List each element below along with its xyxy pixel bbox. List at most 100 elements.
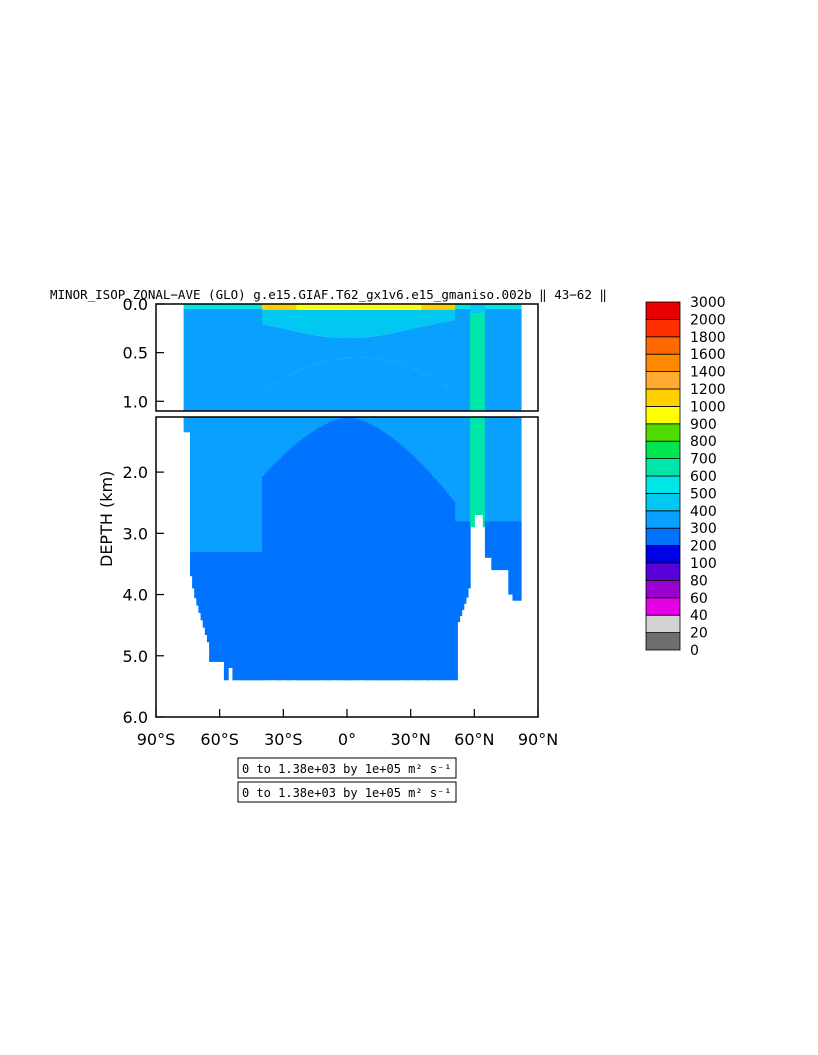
field-cell xyxy=(357,304,361,309)
field-cell xyxy=(245,551,248,681)
field-cell xyxy=(446,304,450,310)
field-cell xyxy=(228,308,231,411)
field-cell xyxy=(465,308,469,411)
field-cell xyxy=(465,417,469,522)
field-cell xyxy=(302,368,306,411)
field-cell xyxy=(198,551,202,613)
field-cell xyxy=(223,308,227,411)
field-cell xyxy=(323,417,327,425)
field-cell xyxy=(459,521,463,616)
field-cell xyxy=(293,417,297,445)
field-cell xyxy=(313,417,316,431)
field-cell xyxy=(219,308,223,411)
colorbar-label: 1800 xyxy=(690,330,726,346)
field-cell xyxy=(257,551,261,681)
field-cell xyxy=(332,420,335,681)
field-cell xyxy=(317,417,320,428)
field-cell xyxy=(514,308,518,411)
field-cell xyxy=(306,367,310,411)
field-cell xyxy=(196,304,199,309)
field-cell xyxy=(272,326,276,385)
field-cell xyxy=(417,327,420,371)
field-cell xyxy=(516,417,520,522)
field-cell xyxy=(508,304,511,309)
field-cell xyxy=(448,495,452,681)
field-cell xyxy=(451,390,454,411)
field-cell xyxy=(518,521,522,601)
field-cell xyxy=(514,521,518,601)
field-cell xyxy=(192,304,195,309)
field-cell xyxy=(342,309,346,338)
field-cell xyxy=(185,304,189,309)
field-cell xyxy=(361,337,365,358)
field-cell xyxy=(234,551,238,681)
field-cell xyxy=(508,417,511,522)
axes: 90°S 60°S 30°S 0° 30°N 60°N 90°N 0.0 0.5 1.0 2.0 3.… xyxy=(123,295,559,749)
field-cell xyxy=(501,521,505,571)
field-cell xyxy=(376,417,380,428)
field-cell xyxy=(302,417,306,438)
field-cell xyxy=(243,417,246,552)
field-cell xyxy=(518,304,522,309)
colorbar-label: 1200 xyxy=(690,382,726,398)
field-cell xyxy=(512,308,516,411)
field-cell xyxy=(387,334,390,361)
field-cell xyxy=(429,324,433,377)
colorbar-label: 800 xyxy=(690,434,717,450)
field-cell xyxy=(419,304,422,309)
field-cell xyxy=(306,309,310,334)
field-cell xyxy=(404,365,407,411)
field-cell xyxy=(516,308,520,411)
field-cell xyxy=(459,417,463,522)
field-cell xyxy=(370,417,373,425)
field-cell xyxy=(300,309,303,333)
field-cell xyxy=(349,309,352,338)
field-cell xyxy=(361,357,365,411)
field-cell xyxy=(484,521,488,558)
field-cell xyxy=(393,362,397,411)
field-cell xyxy=(455,521,458,681)
field-cell xyxy=(364,417,367,422)
field-cell xyxy=(391,304,395,309)
field-cell xyxy=(202,308,206,411)
field-cell xyxy=(336,304,340,309)
field-cell xyxy=(194,304,197,309)
field-cell xyxy=(334,337,337,360)
field-cell xyxy=(313,304,316,309)
colorbar-label: 200 xyxy=(690,539,717,555)
field-cell xyxy=(455,417,458,522)
field-cell xyxy=(459,304,463,309)
field-cell xyxy=(347,338,350,358)
field-cell xyxy=(463,417,467,522)
field-cell xyxy=(506,304,509,309)
field-cell xyxy=(285,329,289,377)
field-cell xyxy=(285,417,289,453)
field-cell xyxy=(410,329,414,368)
field-cell xyxy=(236,304,240,309)
field-cell xyxy=(332,309,335,338)
field-cell xyxy=(383,417,386,432)
field-cell xyxy=(480,304,484,314)
field-cell xyxy=(344,417,348,681)
field-cell xyxy=(484,308,488,411)
field-cell xyxy=(474,304,477,314)
field-cell xyxy=(215,308,219,411)
field-cell xyxy=(408,452,412,681)
field-cell xyxy=(436,480,439,681)
field-cell xyxy=(397,417,401,443)
field-cell xyxy=(336,419,340,681)
field-cell xyxy=(187,308,191,411)
field-cell xyxy=(497,308,501,411)
field-cell xyxy=(283,454,286,681)
field-cell xyxy=(330,417,333,422)
field-cell xyxy=(444,321,448,386)
field-cell xyxy=(404,304,407,309)
field-cell xyxy=(296,371,299,411)
field-cell xyxy=(423,326,427,374)
field-cell xyxy=(364,421,367,681)
field-cell xyxy=(410,304,414,309)
field-cell xyxy=(493,308,497,411)
field-cell xyxy=(190,308,193,411)
field-cell xyxy=(213,308,216,411)
field-cell xyxy=(457,521,461,623)
